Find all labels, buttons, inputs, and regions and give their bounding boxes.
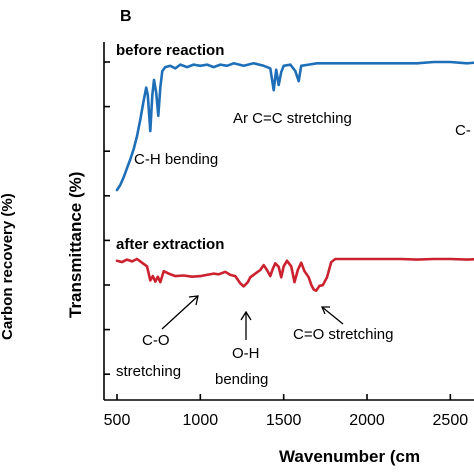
annotation-ch-bending: C-H bending (134, 151, 218, 168)
arrow-co-double-line (321, 306, 344, 325)
series-line-after-extraction (115, 257, 474, 292)
x-axis-title: Wavenumber (cm (279, 447, 420, 466)
annotation-oh-bending: bending (215, 371, 268, 388)
x-tick-label: 2500 (433, 412, 469, 429)
x-tick-label: 500 (104, 412, 131, 429)
arrow-co-head (188, 295, 199, 306)
annotation-co-stretching: stretching (116, 363, 181, 380)
arrow-oh-head (240, 310, 252, 321)
neighbor-ylabel: Carbon recovery (%) (0, 193, 16, 340)
annotation-arrows (161, 295, 344, 340)
annotation-oh-label: O-H (232, 345, 260, 362)
series-label-before-reaction: before reaction (116, 42, 224, 59)
annotation-ar-cc-stretching: Ar C=C stretching (233, 110, 352, 127)
series-line-before-reaction (115, 60, 474, 192)
arrow-co-line (161, 295, 199, 330)
panel-label: B (120, 8, 132, 25)
annotation-co-label: C-O (142, 332, 170, 349)
arrow-co-double-head (321, 306, 330, 315)
y-axis-title: Transmittance (%) (66, 172, 85, 318)
annotation-cut-label: C- (455, 122, 471, 139)
x-tick-label: 1000 (183, 412, 219, 429)
x-tick-label: 2000 (349, 412, 385, 429)
x-ticks: 500 1000 1500 2000 2500 (104, 394, 469, 429)
series-label-after-extraction: after extraction (116, 236, 224, 253)
y-ticks (104, 61, 110, 376)
x-tick-label: 1500 (266, 412, 302, 429)
annotation-c-o-double-stretching: C=O stretching (293, 326, 393, 343)
